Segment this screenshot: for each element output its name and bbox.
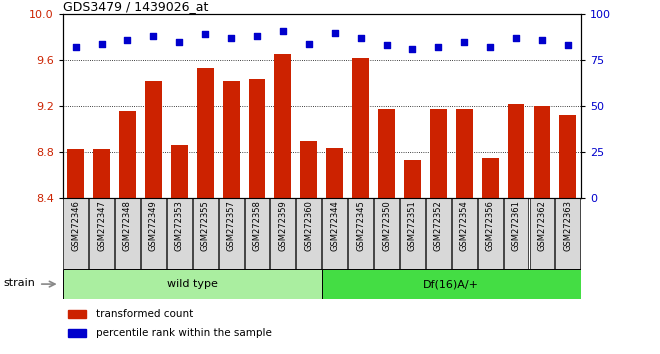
Bar xyxy=(67,149,84,198)
FancyBboxPatch shape xyxy=(245,198,269,269)
Bar xyxy=(560,115,576,198)
Bar xyxy=(222,81,240,198)
Point xyxy=(304,41,314,46)
Point xyxy=(174,39,185,45)
Text: GSM272356: GSM272356 xyxy=(486,200,494,251)
Point xyxy=(71,45,81,50)
Bar xyxy=(300,141,317,198)
Bar xyxy=(482,158,498,198)
Point xyxy=(562,42,573,48)
Point xyxy=(381,42,392,48)
FancyBboxPatch shape xyxy=(271,198,295,269)
Text: GSM272353: GSM272353 xyxy=(175,200,183,251)
Text: Df(16)A/+: Df(16)A/+ xyxy=(423,279,479,289)
Text: GSM272352: GSM272352 xyxy=(434,200,443,251)
Text: GSM272347: GSM272347 xyxy=(97,200,106,251)
Text: GSM272351: GSM272351 xyxy=(408,200,417,251)
FancyBboxPatch shape xyxy=(193,198,218,269)
Point xyxy=(433,45,444,50)
FancyBboxPatch shape xyxy=(322,269,581,299)
Point xyxy=(511,35,521,41)
FancyBboxPatch shape xyxy=(504,198,529,269)
Point xyxy=(485,45,496,50)
Point xyxy=(200,32,211,37)
Text: percentile rank within the sample: percentile rank within the sample xyxy=(96,328,273,338)
Text: GSM272345: GSM272345 xyxy=(356,200,365,251)
Text: GSM272359: GSM272359 xyxy=(279,200,287,251)
Point xyxy=(278,28,288,34)
Text: GSM272348: GSM272348 xyxy=(123,200,132,251)
Text: GSM272344: GSM272344 xyxy=(330,200,339,251)
Bar xyxy=(249,79,265,198)
Bar xyxy=(68,329,86,337)
FancyBboxPatch shape xyxy=(400,198,425,269)
Bar xyxy=(171,145,187,198)
Text: strain: strain xyxy=(3,278,35,287)
Point xyxy=(407,46,418,52)
Point xyxy=(537,37,547,43)
FancyBboxPatch shape xyxy=(167,198,191,269)
FancyBboxPatch shape xyxy=(452,198,477,269)
FancyBboxPatch shape xyxy=(556,198,580,269)
Bar xyxy=(404,160,421,198)
FancyBboxPatch shape xyxy=(63,198,88,269)
FancyBboxPatch shape xyxy=(348,198,373,269)
Bar xyxy=(145,81,162,198)
Text: GSM272346: GSM272346 xyxy=(71,200,80,251)
Bar xyxy=(326,148,343,198)
Point xyxy=(251,33,262,39)
Text: GSM272362: GSM272362 xyxy=(537,200,546,251)
FancyBboxPatch shape xyxy=(63,269,322,299)
FancyBboxPatch shape xyxy=(141,198,166,269)
Point xyxy=(96,41,107,46)
FancyBboxPatch shape xyxy=(89,198,114,269)
Text: GSM272350: GSM272350 xyxy=(382,200,391,251)
FancyBboxPatch shape xyxy=(529,198,554,269)
Text: GSM272349: GSM272349 xyxy=(149,200,158,251)
Text: GSM272354: GSM272354 xyxy=(460,200,469,251)
FancyBboxPatch shape xyxy=(115,198,140,269)
Point xyxy=(148,33,158,39)
Bar xyxy=(508,104,525,198)
Text: GSM272358: GSM272358 xyxy=(253,200,261,251)
FancyBboxPatch shape xyxy=(296,198,321,269)
FancyBboxPatch shape xyxy=(478,198,502,269)
Bar xyxy=(93,149,110,198)
Text: GSM272363: GSM272363 xyxy=(564,200,572,251)
Bar xyxy=(533,106,550,198)
Point xyxy=(122,37,133,43)
Text: GSM272361: GSM272361 xyxy=(512,200,521,251)
FancyBboxPatch shape xyxy=(426,198,451,269)
Bar xyxy=(352,58,369,198)
Point xyxy=(459,39,469,45)
Text: transformed count: transformed count xyxy=(96,309,193,319)
FancyBboxPatch shape xyxy=(374,198,399,269)
Bar xyxy=(119,111,136,198)
Text: wild type: wild type xyxy=(167,279,218,289)
Text: GDS3479 / 1439026_at: GDS3479 / 1439026_at xyxy=(63,0,208,13)
Point xyxy=(226,35,236,41)
Bar xyxy=(430,108,447,198)
Bar xyxy=(197,68,214,198)
Bar xyxy=(378,108,395,198)
Bar xyxy=(68,310,86,318)
Text: GSM272360: GSM272360 xyxy=(304,200,313,251)
Point xyxy=(355,35,366,41)
FancyBboxPatch shape xyxy=(218,198,244,269)
Text: GSM272355: GSM272355 xyxy=(201,200,210,251)
FancyBboxPatch shape xyxy=(322,198,347,269)
Bar xyxy=(275,55,291,198)
Text: GSM272357: GSM272357 xyxy=(226,200,236,251)
Point xyxy=(329,30,340,35)
Bar xyxy=(456,108,473,198)
